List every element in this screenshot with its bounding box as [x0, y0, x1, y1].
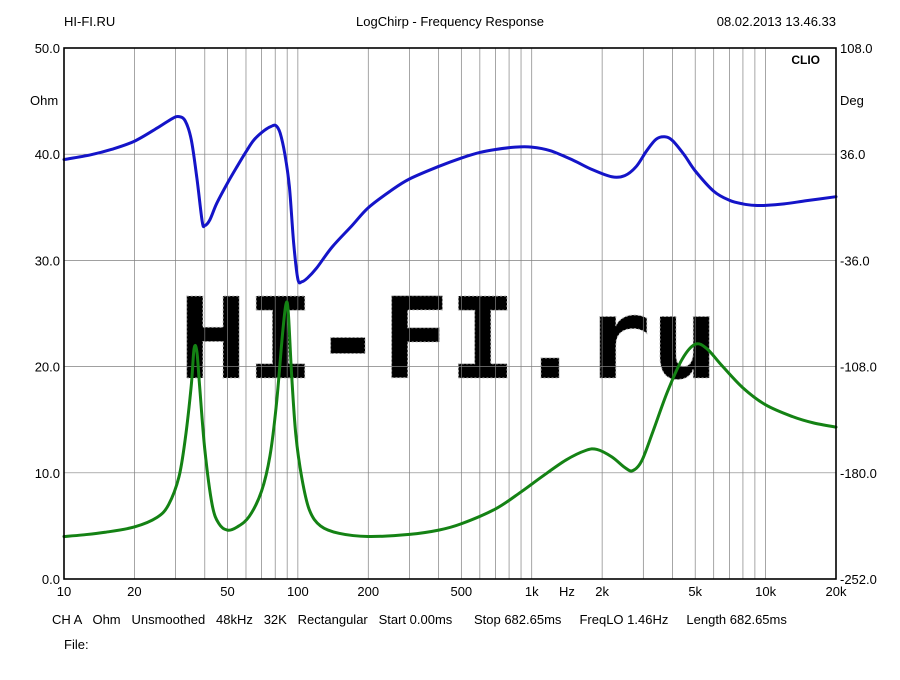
x-tick-label: 20	[127, 584, 141, 599]
grid	[64, 48, 836, 579]
header-left: HI-FI.RU	[64, 14, 115, 29]
phase-curve	[62, 114, 838, 285]
watermark-text: HI-FI.ru	[179, 275, 718, 405]
curves	[62, 114, 838, 539]
axis-ticks: 10 20 50 100 200 500 1k 2k 5k 10k 20k Hz 0.0 10.0 20.0…	[30, 41, 877, 599]
y-left-tick-label: 40.0	[35, 147, 60, 162]
y-left-tick-label: 30.0	[35, 253, 60, 268]
clio-badge: CLIO	[791, 53, 820, 67]
watermark: HI-FI.ru	[179, 275, 719, 406]
y-left-tick-label: 0.0	[42, 572, 60, 587]
y-right-tick-label: 108.0	[840, 41, 873, 56]
footer-file: File:	[64, 637, 89, 652]
impedance-curve	[62, 300, 838, 539]
y-right-tick-label: -252.0	[840, 572, 877, 587]
y-left-tick-label: 50.0	[35, 41, 60, 56]
header-timestamp: 08.02.2013 13.46.33	[717, 14, 836, 29]
y-right-tick-label: -108.0	[840, 360, 877, 375]
y-right-tick-label: -36.0	[840, 253, 870, 268]
x-tick-label: 20k	[826, 584, 847, 599]
y-right-axis-label: Deg	[840, 93, 864, 108]
x-tick-label: 5k	[688, 584, 702, 599]
x-tick-label: 10k	[755, 584, 776, 599]
chart-title: LogChirp - Frequency Response	[356, 14, 544, 29]
x-tick-label: 200	[357, 584, 379, 599]
y-right-tick-label: -180.0	[840, 466, 877, 481]
y-right-tick-label: 36.0	[840, 147, 865, 162]
x-tick-label: 2k	[595, 584, 609, 599]
x-tick-label: 10	[57, 584, 71, 599]
x-tick-label: 50	[220, 584, 234, 599]
x-tick-label: 1k	[525, 584, 539, 599]
y-left-axis-label: Ohm	[30, 93, 58, 108]
y-left-tick-label: 20.0	[35, 360, 60, 375]
footer-settings: CH A Ohm Unsmoothed 48kHz 32K Rectangula…	[52, 612, 787, 627]
x-axis-unit: Hz	[559, 584, 575, 599]
plot-frame	[63, 47, 837, 580]
x-tick-label: 500	[450, 584, 472, 599]
x-tick-label: 100	[287, 584, 309, 599]
clio-badge-box	[779, 50, 833, 69]
y-left-tick-label: 10.0	[35, 466, 60, 481]
